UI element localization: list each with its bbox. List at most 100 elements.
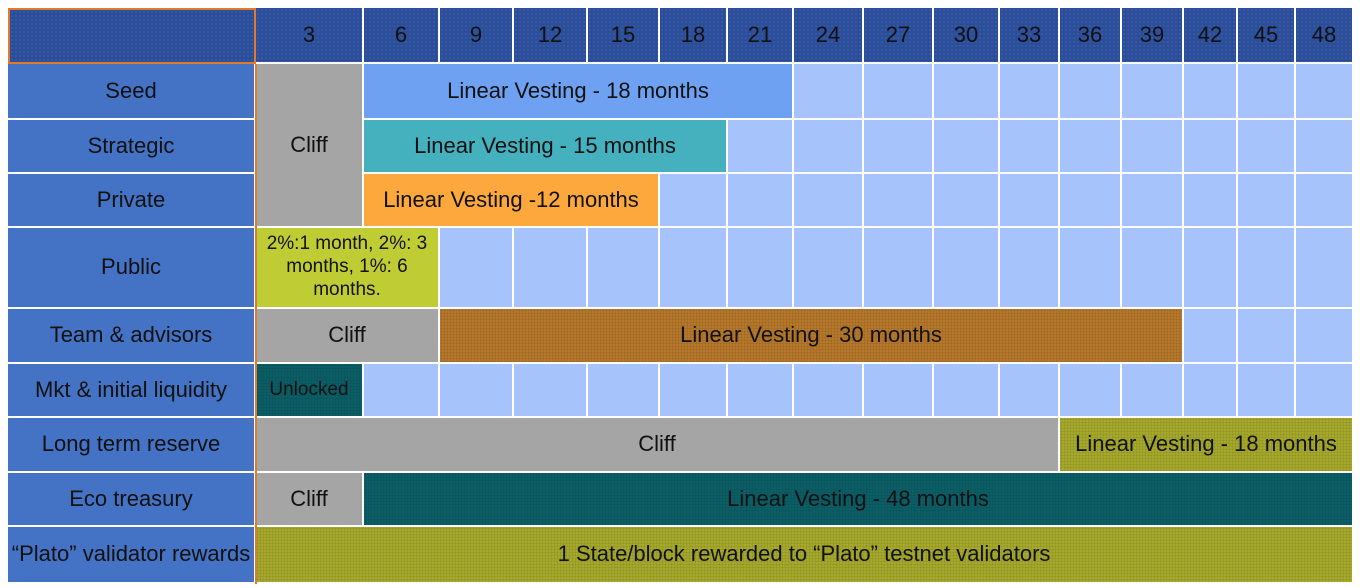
header-corner <box>8 8 256 64</box>
grid-cell <box>794 228 864 309</box>
grid-cell <box>794 174 864 228</box>
grid-cell <box>1122 228 1184 309</box>
grid-cell <box>1238 120 1296 174</box>
row-label: Strategic <box>8 120 256 174</box>
grid-cell <box>1060 64 1122 120</box>
month-header: 3 <box>256 8 364 64</box>
grid-cell <box>728 174 794 228</box>
grid-cell <box>794 120 864 174</box>
grid-cell <box>514 364 588 418</box>
grid-cell <box>1000 64 1060 120</box>
vesting-bar: Cliff <box>256 64 364 228</box>
row-label: Eco treasury <box>8 473 256 527</box>
grid-cell <box>514 228 588 309</box>
grid-cell <box>364 364 440 418</box>
grid-cell <box>440 364 514 418</box>
grid-cell <box>660 364 728 418</box>
grid-cell <box>1296 120 1354 174</box>
vesting-bar: Linear Vesting - 15 months <box>364 120 728 174</box>
month-header: 18 <box>660 8 728 64</box>
grid-cell <box>728 120 794 174</box>
month-header: 9 <box>440 8 514 64</box>
grid-cell <box>728 364 794 418</box>
vesting-bar: 2%:1 month, 2%: 3 months, 1%: 6 months. <box>256 228 440 309</box>
grid-cell <box>864 120 934 174</box>
grid-cell <box>1184 309 1238 364</box>
month-header: 33 <box>1000 8 1060 64</box>
grid-cell <box>1238 64 1296 120</box>
vesting-bar: Linear Vesting -12 months <box>364 174 660 228</box>
grid-cell <box>440 228 514 309</box>
grid-cell <box>1238 228 1296 309</box>
grid-cell <box>660 228 728 309</box>
row-label: Mkt & initial liquidity <box>8 364 256 418</box>
grid-cell <box>794 64 864 120</box>
grid-cell <box>1060 228 1122 309</box>
grid-cell <box>864 64 934 120</box>
vesting-bar: Linear Vesting - 18 months <box>364 64 794 120</box>
row-label: Seed <box>8 64 256 120</box>
grid-cell <box>1238 309 1296 364</box>
month-header: 27 <box>864 8 934 64</box>
row-label: Long term reserve <box>8 418 256 473</box>
month-header: 21 <box>728 8 794 64</box>
month-header: 36 <box>1060 8 1122 64</box>
grid-cell <box>1060 120 1122 174</box>
month-header: 15 <box>588 8 660 64</box>
row-label: “Plato” validator rewards <box>8 527 256 584</box>
row-label: Private <box>8 174 256 228</box>
accent-divider <box>255 64 257 584</box>
vesting-bar: Cliff <box>256 473 364 527</box>
month-header: 48 <box>1296 8 1354 64</box>
month-header: 30 <box>934 8 1000 64</box>
grid-cell <box>1296 364 1354 418</box>
grid-cell <box>660 174 728 228</box>
grid-cell <box>1184 364 1238 418</box>
grid-cell <box>864 174 934 228</box>
grid-cell <box>1000 364 1060 418</box>
grid-cell <box>934 174 1000 228</box>
grid-cell <box>1122 174 1184 228</box>
vesting-bar: Cliff <box>256 309 440 364</box>
grid-cell <box>1122 64 1184 120</box>
grid-cell <box>728 228 794 309</box>
month-header: 42 <box>1184 8 1238 64</box>
grid-cell <box>1238 174 1296 228</box>
month-header: 6 <box>364 8 440 64</box>
grid-cell <box>1296 64 1354 120</box>
grid-cell <box>1184 64 1238 120</box>
grid-cell <box>1000 228 1060 309</box>
vesting-bar: Linear Vesting - 30 months <box>440 309 1184 364</box>
grid-cell <box>1000 120 1060 174</box>
grid-cell <box>1000 174 1060 228</box>
vesting-bar: Cliff <box>256 418 1060 473</box>
grid-cell <box>1184 174 1238 228</box>
grid-cell <box>1184 228 1238 309</box>
month-header: 12 <box>514 8 588 64</box>
vesting-bar: Linear Vesting - 48 months <box>364 473 1354 527</box>
vesting-bar: 1 State/block rewarded to “Plato” testne… <box>256 527 1354 584</box>
vesting-bar: Linear Vesting - 18 months <box>1060 418 1354 473</box>
grid-cell <box>794 364 864 418</box>
grid-cell <box>1122 364 1184 418</box>
row-label: Team & advisors <box>8 309 256 364</box>
grid-cell <box>1060 174 1122 228</box>
grid-cell <box>864 228 934 309</box>
grid-cell <box>1296 228 1354 309</box>
grid-cell <box>864 364 934 418</box>
month-header: 39 <box>1122 8 1184 64</box>
grid-cell <box>934 364 1000 418</box>
grid-cell <box>588 228 660 309</box>
grid-cell <box>1184 120 1238 174</box>
grid-cell <box>1296 174 1354 228</box>
row-label: Public <box>8 228 256 309</box>
grid-cell <box>934 120 1000 174</box>
grid-cell <box>1060 364 1122 418</box>
vesting-bar: Unlocked <box>256 364 364 418</box>
grid-cell <box>934 228 1000 309</box>
grid-cell <box>934 64 1000 120</box>
month-header: 24 <box>794 8 864 64</box>
grid-cell <box>1122 120 1184 174</box>
grid-cell <box>1296 309 1354 364</box>
